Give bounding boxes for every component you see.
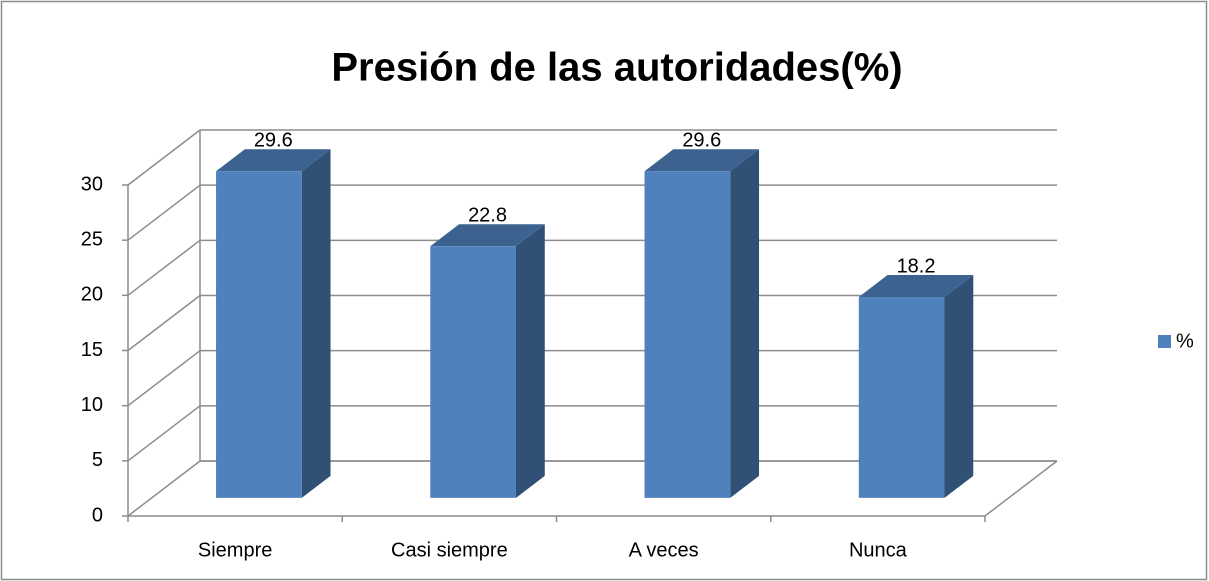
x-tick-label: Nunca [849,539,908,561]
bar [216,171,302,498]
data-label: 29.6 [254,130,293,152]
bar-top [644,149,760,172]
floor-right [984,460,1058,517]
x-tick-label: Siempre [198,539,272,561]
bar [430,246,516,498]
legend-label: % [1176,330,1194,352]
side-grid-line [127,350,201,407]
side-grid-line [127,294,201,352]
data-label: 22.8 [468,205,507,227]
x-tick-label: A veces [629,539,699,561]
y-tick-label: 10 [81,394,103,416]
y-tick-label: 30 [81,173,103,195]
x-tick-label: Casi siempre [391,539,508,561]
bar-side [944,275,974,498]
bar-side [515,224,545,498]
bar-top [858,275,974,298]
bar-side [301,149,331,498]
legend-swatch [1158,335,1171,348]
y-tick-label: 0 [92,504,103,526]
bar-top [216,149,331,172]
y-tick-label: 25 [81,228,103,250]
bar-side [730,149,760,498]
side-grid-line [127,129,201,186]
y-tick-label: 5 [92,449,103,471]
side-grid-line [127,405,201,462]
bar [858,297,945,498]
chart-title: Presión de las autoridades(%) [331,46,902,90]
bar-top [430,224,545,247]
bar [644,171,731,498]
data-label: 18.2 [897,255,936,277]
y-tick-label: 20 [81,284,103,306]
y-tick-label: 15 [81,339,103,361]
side-grid-line [127,239,201,296]
data-label: 29.6 [682,130,721,152]
side-grid-line [127,460,201,517]
side-grid-line [127,184,201,241]
